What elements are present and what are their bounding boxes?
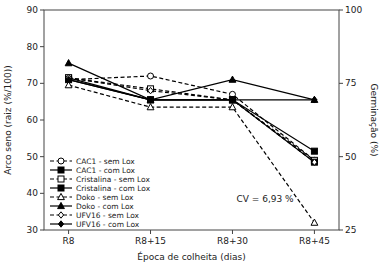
legend-label: UFV16 - sem Lox	[76, 211, 140, 220]
point-marker	[147, 104, 154, 110]
y2-tick-label: 75	[345, 78, 356, 88]
legend-label: Doko - sem Lox	[76, 193, 134, 202]
point-marker	[229, 104, 236, 110]
y-tick	[40, 230, 44, 231]
legend-marker	[58, 176, 64, 182]
y2-axis-label: Germinação (%)	[369, 84, 379, 157]
point-marker	[148, 97, 154, 103]
legend-label: Doko - com Lox	[76, 202, 134, 211]
y-tick	[40, 193, 44, 194]
series	[65, 60, 318, 103]
point-marker	[148, 73, 154, 79]
legend-label: Cristalina - com Lox	[76, 184, 151, 193]
series	[66, 76, 317, 103]
y-tick-label: 80	[27, 42, 39, 52]
y-tick-label: 40	[27, 188, 39, 198]
series-line	[69, 78, 315, 151]
legend-marker	[58, 212, 63, 218]
point-marker	[230, 97, 235, 103]
series-line	[69, 63, 315, 100]
legend: CAC1 - sem LoxCAC1 - com LoxCristalina -…	[50, 157, 151, 229]
y-tick-label: 30	[27, 225, 39, 235]
series-line	[69, 76, 315, 160]
y-tick	[40, 156, 44, 157]
legend-marker	[58, 221, 63, 227]
x-tick	[150, 230, 151, 234]
series	[66, 75, 318, 163]
point-marker	[66, 76, 71, 82]
x-tick-label: R8+45	[299, 236, 330, 246]
y-tick	[40, 46, 44, 47]
legend-label: CAC1 - com Lox	[76, 166, 136, 175]
legend-label: CAC1 - sem Lox	[76, 157, 135, 166]
point-marker	[65, 60, 72, 66]
point-marker	[148, 97, 154, 103]
point-marker	[312, 97, 317, 103]
point-marker	[229, 76, 236, 82]
x-axis-label: Época de colheita (dias)	[137, 251, 245, 262]
point-marker	[147, 96, 154, 102]
point-marker	[229, 97, 235, 103]
y2-tick	[339, 10, 343, 11]
y-tick	[40, 83, 44, 84]
legend-marker	[58, 202, 65, 208]
legend-label: Cristalina - sem Lox	[76, 175, 150, 184]
x-tick	[232, 230, 233, 234]
x-tick	[68, 230, 69, 234]
y2-tick-label: 25	[345, 225, 356, 235]
series-line	[69, 80, 315, 163]
point-marker	[311, 219, 318, 225]
point-marker	[229, 97, 235, 103]
y2-tick	[339, 83, 343, 84]
series	[66, 75, 317, 166]
y2-tick-label: 50	[345, 152, 357, 162]
series-line	[69, 85, 315, 223]
point-marker	[148, 87, 153, 93]
series-line	[69, 78, 315, 162]
series-line	[69, 80, 315, 100]
legend-label: UFV16 - com Lox	[76, 220, 140, 229]
legend-marker	[58, 167, 64, 173]
point-marker	[311, 148, 317, 154]
y-tick-label: 90	[27, 5, 39, 15]
series	[66, 73, 318, 163]
x-tick-label: R8+15	[135, 236, 166, 246]
point-marker	[229, 97, 235, 103]
y-axis-label: Arco seno (raiz (%/100))	[3, 65, 13, 174]
point-marker	[311, 159, 317, 165]
series	[66, 75, 318, 154]
y-tick-label: 70	[27, 78, 39, 88]
y2-tick-label: 100	[345, 5, 362, 15]
x-tick-label: R8+30	[217, 236, 248, 246]
chart: 30 40 50 60 70 80 90 25 50 75 100 R8 R8+15 R8+30 R8+45…	[0, 0, 381, 266]
point-marker	[312, 159, 317, 165]
y-tick	[40, 120, 44, 121]
legend-marker	[58, 185, 64, 191]
y-tick-label: 60	[27, 115, 39, 125]
legend-marker	[58, 158, 64, 164]
y-tick-label: 50	[27, 152, 39, 162]
y2-tick	[339, 156, 343, 157]
x-tick-label: R8	[63, 236, 75, 246]
x-tick	[314, 230, 315, 234]
legend-marker	[58, 193, 65, 199]
series	[65, 82, 318, 226]
y-tick	[40, 10, 44, 11]
plot-area	[65, 60, 318, 226]
point-marker	[148, 97, 153, 103]
point-marker	[230, 97, 235, 103]
plot-frame	[44, 10, 339, 230]
annotation: CV = 6,93 %	[236, 194, 294, 204]
point-marker	[311, 96, 318, 102]
y2-tick	[339, 230, 343, 231]
